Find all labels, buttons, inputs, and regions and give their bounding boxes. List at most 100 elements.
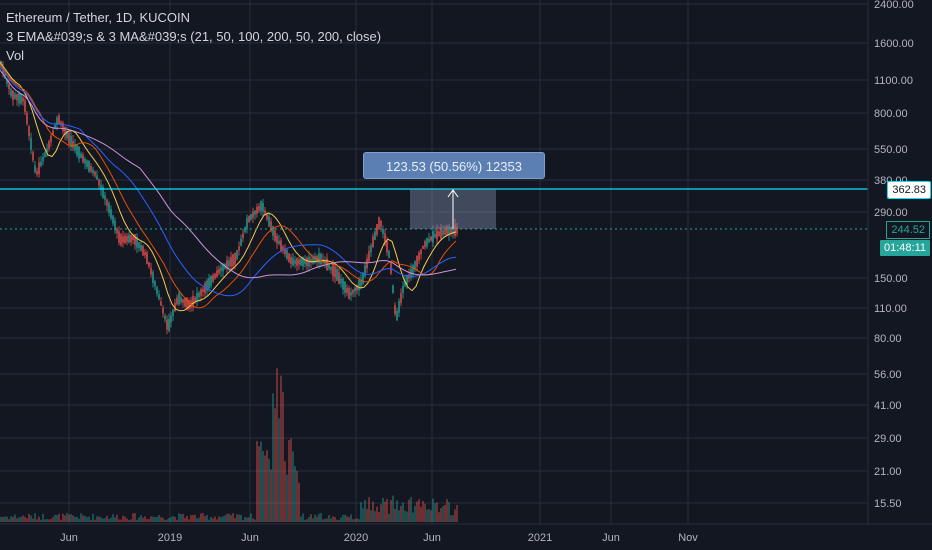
volume-bar (108, 519, 110, 522)
candle-body (330, 266, 332, 270)
time-tick-label: Jun (60, 532, 78, 544)
candle-body (340, 278, 342, 284)
candle-body (352, 289, 354, 294)
volume-bar (204, 516, 206, 522)
volume-bar (412, 512, 414, 522)
candle-body (238, 246, 240, 251)
volume-bar (454, 509, 456, 522)
candle-body (16, 94, 18, 101)
candle-body (116, 229, 118, 234)
volume-label[interactable]: Vol (6, 48, 25, 63)
volume-bar (288, 440, 290, 522)
candle-body (196, 292, 198, 302)
volume-bar (314, 514, 316, 522)
price-tick-label: 290.00 (874, 207, 908, 219)
volume-bar (34, 513, 36, 522)
volume-bar (366, 508, 368, 522)
volume-bar (274, 408, 276, 522)
candle-body (160, 301, 162, 306)
candle-body (268, 216, 270, 227)
volume-bar (242, 519, 244, 522)
candle-body (162, 307, 164, 314)
volume-bar (430, 510, 432, 522)
volume-bar (82, 515, 84, 522)
candle-body (254, 210, 256, 215)
candle-body (232, 254, 234, 267)
volume-bar (308, 516, 310, 522)
moving-average-lines (0, 61, 457, 312)
candle-body (218, 268, 220, 274)
candle-body (404, 280, 406, 287)
candle-body (74, 143, 76, 151)
candle-body (82, 154, 84, 163)
candle-body (46, 148, 48, 152)
volume-bar (258, 446, 260, 522)
candle-body (68, 132, 70, 144)
candle-body (30, 137, 32, 150)
candle-body (144, 251, 146, 256)
volume-bar (80, 513, 82, 522)
volume-bar (356, 518, 358, 522)
candle-body (398, 301, 400, 313)
volume-bar (66, 513, 68, 522)
candle-body (276, 235, 278, 244)
volume-bar (218, 516, 220, 522)
candle-body (242, 233, 244, 239)
price-tick-label: 56.00 (874, 369, 902, 381)
volume-bar (378, 512, 380, 522)
volume-bar (374, 511, 376, 522)
volume-bar (154, 516, 156, 522)
candle-body (314, 256, 316, 264)
volume-bar (264, 455, 266, 522)
candle-body (282, 246, 284, 251)
time-axis[interactable]: Jun 2019 Jun 2020 Jun 2021 Jun Nov (60, 532, 698, 544)
volume-bar (162, 517, 164, 522)
volume-bar (322, 519, 324, 522)
volume-bar (48, 519, 50, 522)
volume-bar (352, 519, 354, 522)
volume-bar (300, 516, 302, 522)
candle-body (106, 199, 108, 206)
volume-bar (306, 519, 308, 522)
candle-body (350, 292, 352, 296)
volume-bar (100, 517, 102, 522)
volume-bar (312, 518, 314, 522)
candle-body (22, 97, 24, 102)
volume-bar (188, 519, 190, 522)
candle-body (188, 300, 190, 309)
volume-bar (268, 458, 270, 522)
candle-body (212, 275, 214, 282)
price-tick-label: 110.00 (874, 303, 907, 315)
candle-body (256, 206, 258, 214)
volume-bar (424, 503, 426, 522)
candle-body (438, 231, 440, 237)
volume-bar (232, 513, 234, 522)
candle-body (370, 245, 372, 253)
volume-bar (304, 519, 306, 522)
volume-bar (126, 518, 128, 522)
candle-body (94, 171, 96, 176)
candle-body (234, 252, 236, 265)
price-tick-label: 1600.00 (874, 38, 914, 50)
candle-body (8, 84, 10, 90)
symbol-label[interactable]: Ethereum / Tether, 1D, KUCOIN (6, 10, 190, 25)
candle-body (88, 160, 90, 172)
volume-bar (326, 518, 328, 522)
volume-bar (46, 518, 48, 522)
volume-bar (262, 450, 264, 522)
volume-bar (22, 515, 24, 522)
candle-body (40, 161, 42, 166)
volume-bar (290, 438, 292, 522)
volume-bar (114, 517, 116, 522)
candle-body (198, 292, 200, 298)
volume-bar (94, 519, 96, 522)
volume-bar (222, 516, 224, 522)
candle-body (430, 236, 432, 241)
volume-bar (330, 518, 332, 522)
candle-body (176, 297, 178, 305)
ema-50-line (0, 63, 457, 309)
candle-body (436, 230, 438, 240)
indicator-label[interactable]: 3 EMA&#039;s & 3 MA&#039;s (21, 50, 100,… (6, 29, 382, 44)
volume-bar (416, 501, 418, 522)
